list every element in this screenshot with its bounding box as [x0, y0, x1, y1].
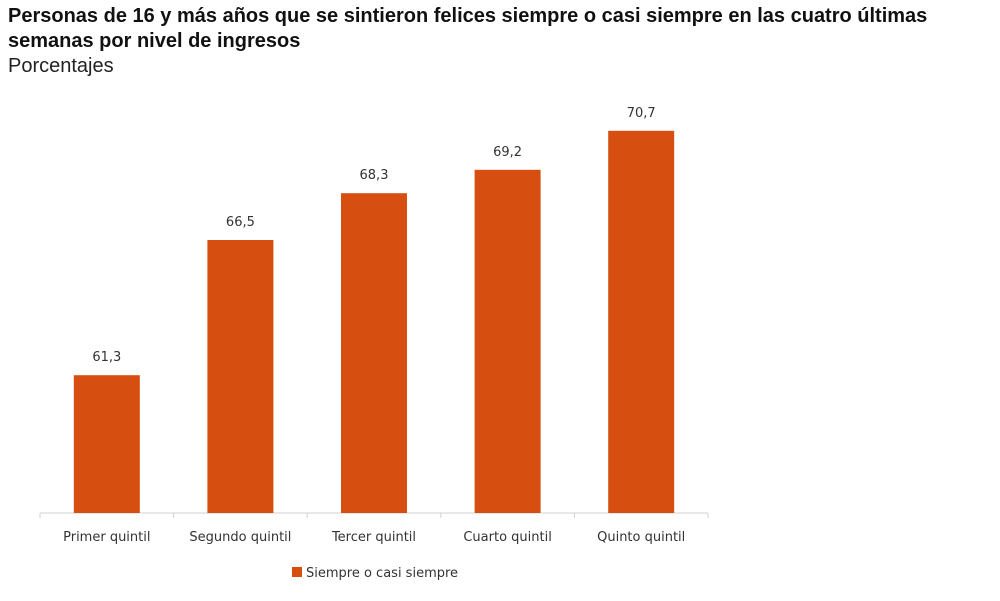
data-label-3: 68,3	[360, 168, 389, 183]
legend-label: Siempre o casi siempre	[306, 566, 458, 581]
chart-title: Personas de 16 y más años que se sintier…	[8, 5, 928, 52]
bar-3	[341, 193, 407, 513]
data-label-4: 69,2	[493, 145, 522, 160]
data-label-5: 70,7	[627, 106, 656, 121]
x-tick-label-3: Tercer quintil	[331, 530, 416, 545]
bar-5	[608, 130, 675, 514]
bar-4	[474, 169, 541, 514]
data-label-2: 66,5	[226, 215, 255, 230]
chart-subtitle: Porcentajes	[8, 55, 114, 77]
bar-1	[73, 375, 140, 513]
x-tick-label-1: Primer quintil	[63, 530, 150, 545]
legend-swatch	[292, 567, 302, 577]
x-tick-label-5: Quinto quintil	[597, 530, 685, 545]
x-tick-label-2: Segundo quintil	[189, 530, 291, 545]
bar-2	[207, 240, 274, 513]
x-tick-label-4: Cuarto quintil	[463, 530, 551, 545]
data-label-1: 61,3	[92, 350, 121, 365]
